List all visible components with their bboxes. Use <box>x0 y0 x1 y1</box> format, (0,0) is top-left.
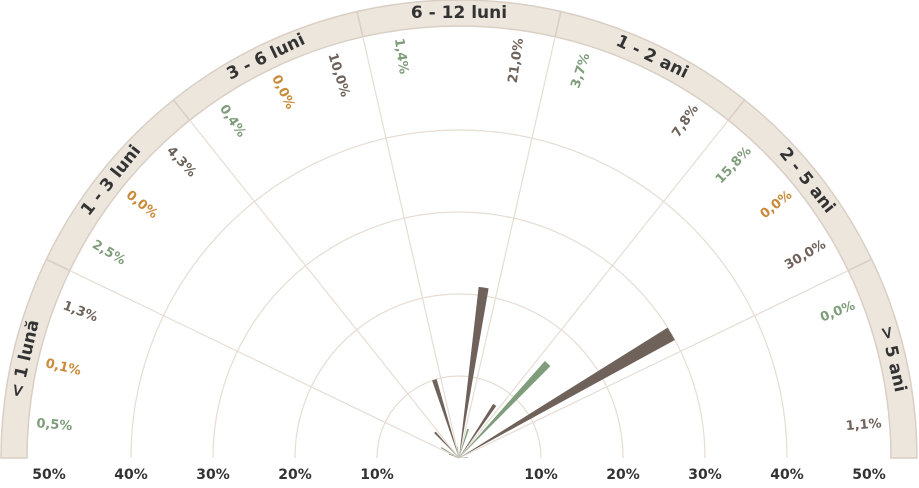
grid-circle-3 <box>212 211 706 459</box>
bar-s0-c3 <box>457 446 459 458</box>
radial-axis: 50% 40% 30% 20% 10% 10% 20% 30% 40% 50% <box>32 467 886 483</box>
grid-divider-6 <box>458 270 849 459</box>
value-label-c1-s0: 2,5% <box>89 237 128 268</box>
value-label-c2-s1: 0,0% <box>268 73 297 112</box>
axis-tick-3: 20% <box>278 467 312 483</box>
bar-s2-c5 <box>459 327 675 458</box>
axis-tick-4: 10% <box>360 467 394 483</box>
value-label-c3-s0: 1,4% <box>391 37 411 75</box>
axis-tick-8: 40% <box>770 467 804 483</box>
axis-tick-7: 30% <box>688 467 722 483</box>
bar-s0-c1 <box>441 447 459 458</box>
grid-circle-1 <box>376 375 542 459</box>
value-label-c4-s0: 3,7% <box>568 51 593 90</box>
bar-s2-c4 <box>459 403 497 458</box>
category-label-3: 6 - 12 luni <box>411 3 507 23</box>
bar-s0-c5 <box>459 361 551 458</box>
value-label-c0-s0: 0,5% <box>36 416 73 434</box>
grid <box>69 36 849 459</box>
grid-divider-4 <box>458 36 556 459</box>
axis-tick-9: 50% <box>852 467 886 483</box>
value-label-c0-s1: 0,1% <box>44 356 82 379</box>
value-label-c5-s0: 15,8% <box>713 144 755 187</box>
grid-divider-5 <box>458 119 729 459</box>
axis-tick-6: 20% <box>606 467 640 483</box>
axis-tick-2: 30% <box>196 467 230 483</box>
category-bands <box>0 0 918 459</box>
value-label-c5-s2: 30,0% <box>782 237 829 273</box>
grid-divider-3 <box>362 36 460 459</box>
value-label-c2-s2: 10,0% <box>324 51 352 99</box>
value-label-c6-s2: 1,1% <box>845 416 882 434</box>
bar-s0-c2 <box>457 455 459 458</box>
grid-divider-2 <box>189 119 460 459</box>
bar-s0-c4 <box>459 428 469 458</box>
value-label-c2-s0: 0,4% <box>216 102 249 140</box>
bar-s2-c0 <box>448 453 459 458</box>
value-label-c3-s2: 21,0% <box>506 37 527 84</box>
grid-circle-2 <box>294 293 624 459</box>
bar-s2-c2 <box>432 379 459 458</box>
bars <box>432 286 675 458</box>
grid-circle-4 <box>130 129 788 459</box>
grid-divider-1 <box>69 270 460 459</box>
band-6 <box>847 258 918 459</box>
axis-tick-5: 10% <box>524 467 558 483</box>
value-label-c1-s2: 4,3% <box>163 144 199 181</box>
bar-s2-c6 <box>459 457 469 458</box>
bar-s2-c1 <box>434 431 459 458</box>
value-label-c0-s2: 1,3% <box>61 298 100 325</box>
value-label-c5-s1: 0,0% <box>758 188 796 222</box>
value-label-c6-s0: 0,0% <box>818 298 857 325</box>
axis-tick-0: 50% <box>32 467 66 483</box>
value-label-c4-s2: 7,8% <box>669 102 702 140</box>
axis-tick-1: 40% <box>114 467 148 483</box>
bar-s2-c3 <box>459 286 489 458</box>
value-label-c1-s1: 0,0% <box>123 188 161 222</box>
